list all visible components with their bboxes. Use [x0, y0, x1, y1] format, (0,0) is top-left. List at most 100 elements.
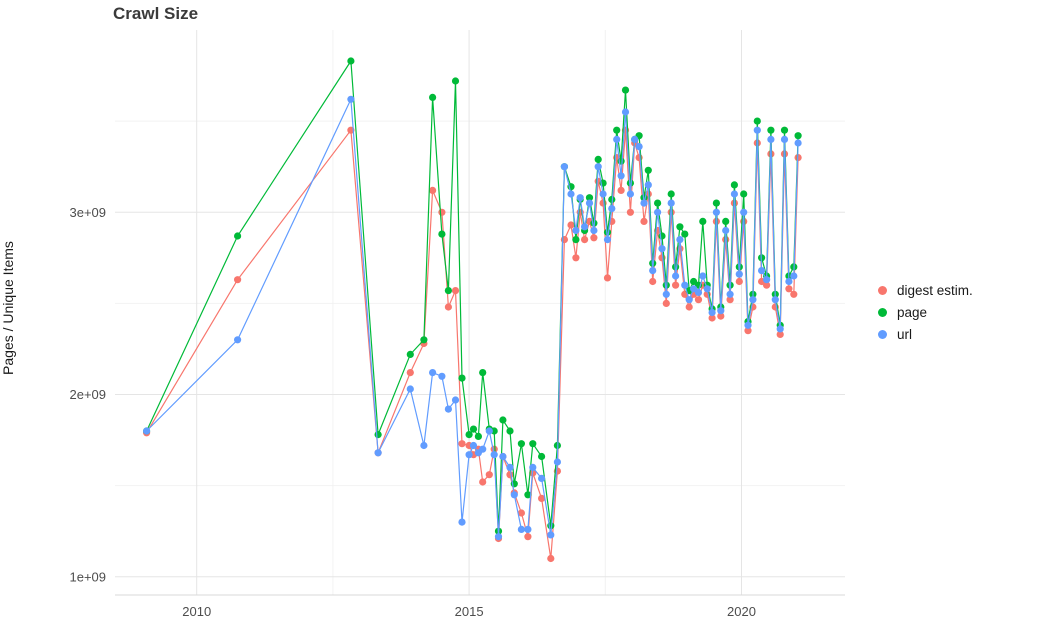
data-point-url — [644, 181, 652, 189]
data-point-url — [429, 369, 437, 377]
data-point-url — [347, 95, 355, 103]
data-point-page — [451, 77, 460, 85]
data-point-page — [499, 416, 507, 424]
data-point-url — [717, 307, 725, 315]
data-point-url — [749, 296, 757, 304]
data-point-url — [572, 226, 580, 235]
data-point-url — [374, 449, 382, 457]
data-point-url — [529, 463, 537, 471]
data-point-page — [529, 440, 537, 448]
data-point-digest-estim- — [776, 330, 784, 338]
data-point-page — [374, 431, 382, 439]
data-point-page — [658, 232, 666, 240]
data-point-page — [458, 374, 466, 382]
data-point-url — [776, 325, 784, 333]
x-tick-label: 2015 — [455, 604, 484, 619]
data-point-digest-estim- — [717, 312, 725, 320]
data-point-url — [494, 533, 503, 541]
data-point-url — [567, 190, 575, 198]
data-point-url — [758, 267, 766, 275]
data-point-url — [649, 267, 657, 275]
legend-item-digest: digest estim. — [878, 283, 973, 298]
data-point-url — [654, 208, 662, 216]
data-point-url — [590, 226, 598, 235]
data-point-url — [626, 190, 635, 198]
data-point-url — [465, 451, 473, 459]
data-point-digest-estim- — [735, 277, 743, 286]
legend-dot-digest-icon — [878, 286, 887, 295]
data-point-url — [594, 163, 602, 171]
data-point-url — [708, 308, 716, 317]
data-point-url — [676, 236, 684, 244]
data-point-page — [517, 440, 526, 448]
data-point-url — [479, 445, 487, 453]
data-point-url — [790, 272, 798, 280]
data-point-digest-estim- — [626, 208, 635, 216]
data-point-url — [406, 385, 414, 393]
data-point-url — [510, 491, 518, 499]
data-point-page — [585, 194, 594, 202]
data-point-digest-estim- — [708, 314, 716, 322]
data-point-page — [699, 217, 707, 225]
data-point-url — [599, 190, 607, 198]
data-point-url — [726, 290, 734, 298]
data-point-digest-estim- — [672, 281, 680, 289]
data-point-url — [458, 518, 466, 526]
data-point-page — [438, 230, 446, 238]
data-point-url — [603, 236, 612, 244]
data-point-digest-estim- — [581, 236, 589, 244]
y-tick-label: 3e+09 — [69, 205, 106, 220]
data-point-url — [143, 427, 151, 435]
data-point-digest-estim- — [406, 369, 414, 377]
data-point-digest-estim- — [685, 303, 693, 311]
data-point-url — [753, 126, 761, 134]
data-point-page — [780, 126, 789, 134]
data-point-page — [767, 126, 775, 134]
data-point-digest-estim- — [485, 471, 493, 479]
data-point-page — [740, 190, 748, 198]
data-point-digest-estim- — [506, 471, 514, 479]
data-point-page — [608, 195, 616, 204]
data-point-url — [771, 296, 779, 304]
data-point-url — [469, 441, 478, 450]
data-point-url — [730, 190, 739, 198]
data-point-page — [722, 217, 730, 225]
data-point-page — [420, 336, 428, 344]
data-point-digest-estim- — [617, 186, 625, 194]
data-point-url — [763, 276, 771, 284]
data-point-digest-estim- — [567, 221, 575, 229]
data-point-url — [499, 452, 507, 461]
data-point-page — [572, 236, 580, 244]
data-point-url — [631, 135, 639, 143]
data-point-url — [667, 199, 675, 207]
data-point-digest-estim- — [524, 533, 532, 541]
data-point-digest-estim- — [662, 299, 670, 307]
data-point-url — [712, 208, 721, 216]
data-point-page — [444, 287, 452, 295]
data-point-url — [485, 427, 493, 435]
data-point-page — [506, 427, 514, 435]
data-point-page — [794, 132, 802, 140]
data-point-url — [658, 245, 666, 253]
data-point-url — [785, 277, 793, 286]
data-point-digest-estim- — [458, 440, 466, 448]
data-point-url — [617, 172, 625, 180]
data-point-page — [547, 522, 555, 530]
data-point-digest-estim- — [649, 277, 657, 286]
data-point-url — [735, 270, 743, 278]
x-tick-label: 2020 — [727, 604, 756, 619]
data-point-page — [676, 223, 684, 231]
data-point-page — [538, 452, 546, 461]
data-point-url — [780, 135, 789, 143]
data-point-digest-estim- — [640, 217, 648, 225]
data-point-url — [420, 441, 428, 450]
data-point-url — [517, 525, 526, 534]
data-point-url — [794, 139, 802, 147]
data-point-url — [690, 285, 698, 293]
x-tick-label: 2010 — [182, 604, 211, 619]
data-point-url — [744, 321, 752, 329]
y-tick-label: 1e+09 — [69, 569, 106, 584]
chart-title: Crawl Size — [113, 4, 199, 23]
